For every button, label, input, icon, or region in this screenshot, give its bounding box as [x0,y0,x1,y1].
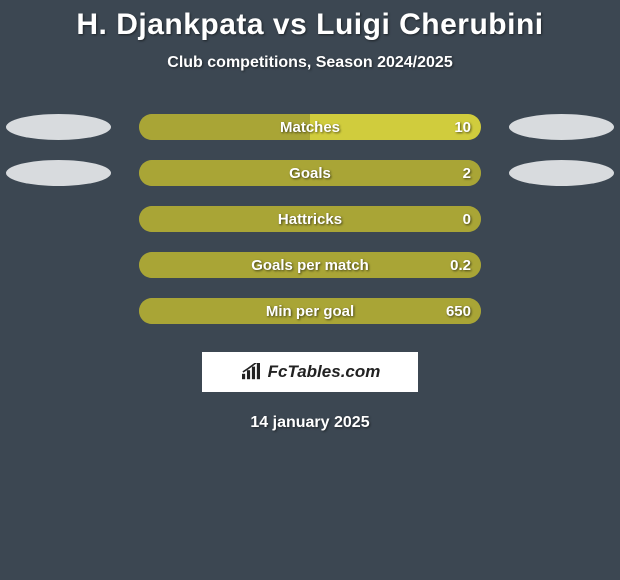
player-right-indicator [509,206,614,232]
chart-date: 14 january 2025 [0,414,620,432]
stat-label: Goals per match [251,257,369,274]
subtitle: Club competitions, Season 2024/2025 [0,54,620,72]
stat-row: Matches 10 [0,114,620,140]
stat-value: 650 [446,303,471,320]
player-left-indicator [6,298,111,324]
stat-value: 0.2 [450,257,471,274]
stat-bar: Matches 10 [139,114,481,140]
stat-label: Goals [289,165,331,182]
site-logo: FcTables.com [202,352,418,392]
player-right-indicator [509,114,614,140]
stat-row: Hattricks 0 [0,206,620,232]
player-right-indicator [509,160,614,186]
player-right-indicator [509,298,614,324]
logo-text: FcTables.com [268,362,381,382]
stat-value: 10 [454,119,471,136]
page-title: H. Djankpata vs Luigi Cherubini [0,8,620,42]
stat-bar: Goals per match 0.2 [139,252,481,278]
stat-row: Goals per match 0.2 [0,252,620,278]
bar-chart-icon [240,363,262,381]
stat-bar: Goals 2 [139,160,481,186]
chart-container: H. Djankpata vs Luigi Cherubini Club com… [0,0,620,432]
stat-value: 2 [463,165,471,182]
player-left-indicator [6,114,111,140]
stat-label: Min per goal [266,303,354,320]
stat-bar: Hattricks 0 [139,206,481,232]
stats-list: Matches 10 Goals 2 Hattricks 0 Goals per match… [0,114,620,324]
player-left-indicator [6,206,111,232]
stat-label: Matches [280,119,340,136]
stat-row: Min per goal 650 [0,298,620,324]
player-left-indicator [6,160,111,186]
stat-bar: Min per goal 650 [139,298,481,324]
stat-value: 0 [463,211,471,228]
player-left-indicator [6,252,111,278]
stat-row: Goals 2 [0,160,620,186]
player-right-indicator [509,252,614,278]
stat-label: Hattricks [278,211,342,228]
